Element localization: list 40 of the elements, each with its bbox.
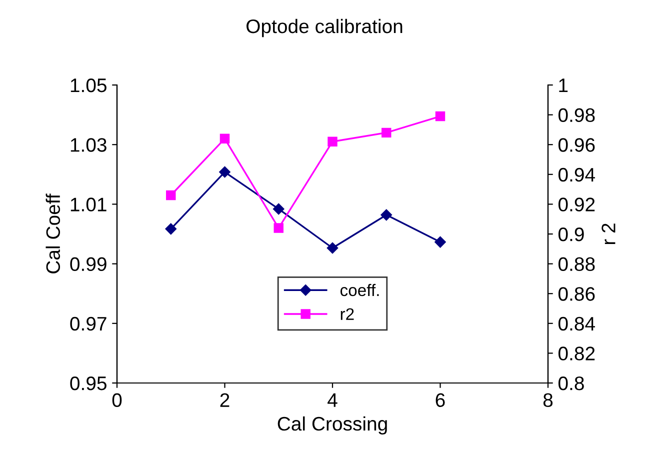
y2-tick-label: 0.94 (558, 168, 595, 182)
y-tick-label: 0.95 (70, 376, 106, 390)
y2-tick-label: 0.98 (558, 108, 595, 122)
point (328, 136, 338, 146)
y2-tick-label: 0.88 (558, 257, 595, 272)
point (382, 128, 392, 138)
point (434, 236, 446, 248)
point (380, 209, 392, 221)
y2-tick-label: 0.92 (558, 198, 595, 212)
point (166, 190, 176, 200)
y2-tick-label: 0.82 (558, 346, 595, 360)
point (326, 242, 338, 254)
y-tick-label: 1.05 (70, 78, 106, 92)
point (219, 166, 230, 178)
x-axis-title: Cal Crossing (278, 416, 387, 435)
y2-tick-label: 1 (559, 78, 568, 92)
legend-label: coeff. (340, 284, 379, 296)
y2-axis-title: r 2 (602, 224, 616, 244)
x-tick-label: 4 (328, 393, 338, 407)
point (273, 203, 284, 215)
legend-label: r2 (340, 308, 354, 320)
y2-tick-label: 0.96 (558, 138, 595, 152)
chart-title: Optode calibration (246, 18, 402, 38)
point (435, 111, 446, 122)
y2-tick-label: 0.84 (558, 316, 595, 331)
point (165, 223, 176, 235)
point (274, 223, 284, 233)
y-tick-label: 1.03 (70, 138, 106, 152)
y-tick-label: 0.99 (70, 257, 106, 272)
y-tick-label: 1.01 (70, 198, 106, 212)
point (220, 134, 230, 144)
x-tick-label: 8 (543, 393, 553, 408)
y2-tick-label: 0.86 (558, 287, 595, 301)
y-axis-title: Cal Coeff (46, 194, 60, 274)
y2-tick-label: 0.9 (558, 227, 584, 242)
x-tick-label: 2 (220, 393, 230, 407)
y2-tick-label: 0.8 (558, 376, 584, 390)
y-tick-label: 0.97 (70, 316, 106, 331)
x-tick-label: 0 (112, 393, 122, 408)
x-tick-label: 6 (436, 393, 445, 408)
